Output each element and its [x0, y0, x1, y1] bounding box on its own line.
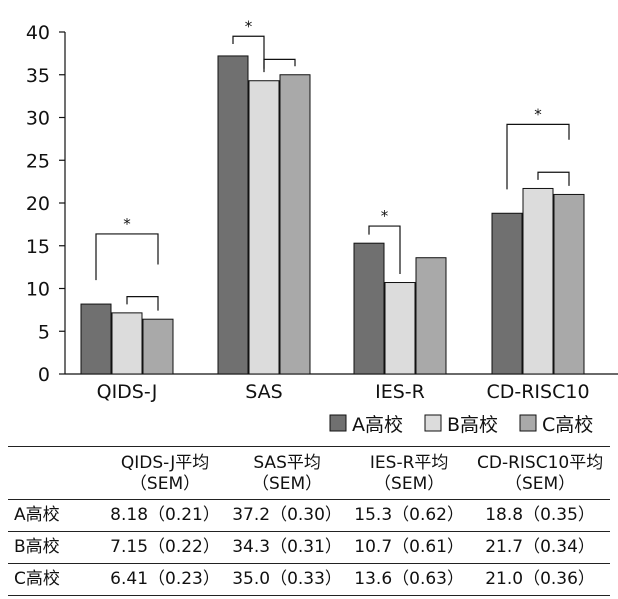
- table-cell: 34.3（0.31）: [226, 531, 349, 564]
- legend-swatch: [519, 414, 537, 432]
- bar: [384, 282, 416, 375]
- bar-chart: 0 5 10 15 20 25 30 35 40 * * * * QIDS-J SAS IES-R CD-R…: [26, 17, 618, 436]
- table-cell: 21.0（0.36）: [470, 563, 610, 596]
- table-header-line2: （SEM）: [374, 474, 445, 494]
- table-row-label: A高校: [8, 499, 104, 532]
- table-header-sas: SAS平均 （SEM）: [226, 446, 349, 500]
- category-labels: QIDS-J SAS IES-R CD-RISC10: [97, 381, 590, 403]
- table-row-label: C高校: [8, 563, 104, 596]
- bar: [142, 318, 174, 375]
- legend-label: B高校: [447, 414, 498, 436]
- legend-label: A高校: [352, 414, 403, 436]
- bar: [353, 242, 385, 375]
- table-header-line2: （SEM）: [504, 474, 576, 494]
- x-category-label: SAS: [245, 381, 282, 403]
- significance-bracket: [506, 123, 570, 190]
- table-header-line2: （SEM）: [251, 474, 323, 494]
- table-cell: 37.2（0.30）: [226, 499, 349, 532]
- table-header-row: QIDS-J平均 （SEM） SAS平均 （SEM） IES-R平均 （SEM） CD…: [8, 446, 610, 500]
- chart-bars: [80, 55, 585, 375]
- summary-table: QIDS-J平均 （SEM） SAS平均 （SEM） IES-R平均 （SEM） CD…: [8, 446, 610, 596]
- table-cell: 21.7（0.34）: [470, 531, 610, 564]
- bar: [217, 55, 249, 375]
- bar: [553, 193, 585, 375]
- table-header-line1: SAS平均: [253, 453, 321, 473]
- table-corner-cell: [8, 446, 104, 500]
- y-tick-label: 10: [26, 279, 50, 301]
- significance-bracket: [126, 296, 159, 311]
- bar: [415, 257, 447, 375]
- bar: [491, 212, 523, 375]
- bar: [111, 312, 143, 375]
- table-cell: 8.18（0.21）: [104, 499, 227, 532]
- table-row-label: B高校: [8, 531, 104, 564]
- table-row: B高校 7.15（0.22） 34.3（0.31） 10.7（0.61） 21.…: [8, 531, 610, 564]
- table-header-line2: （SEM）: [129, 474, 201, 494]
- table-cell: 6.41（0.23）: [104, 563, 227, 596]
- y-tick-label: 5: [38, 321, 50, 343]
- table-row: A高校 8.18（0.21） 37.2（0.30） 15.3（0.62） 18.…: [8, 499, 610, 532]
- table-cell: 35.0（0.33）: [226, 563, 349, 596]
- table-row: C高校 6.41（0.23） 35.0（0.33） 13.6（0.63） 21.…: [8, 563, 610, 596]
- table-header-cdrisc: CD-RISC10平均 （SEM）: [470, 446, 610, 500]
- y-tick-label: 20: [26, 193, 50, 215]
- x-category-label: CD-RISC10: [486, 381, 589, 403]
- table-cell: 13.6（0.63）: [348, 563, 471, 596]
- table-header-line1: QIDS-J平均: [120, 453, 210, 473]
- table-header-line1: IES-R平均: [369, 453, 449, 473]
- y-tick-label: 0: [38, 364, 50, 386]
- x-category-label: IES-R: [375, 381, 425, 403]
- table-cell: 10.7（0.61）: [348, 531, 471, 564]
- significance-star: *: [123, 215, 131, 233]
- significance-bracket: [368, 225, 401, 274]
- table-header-qids: QIDS-J平均 （SEM）: [104, 446, 227, 500]
- chart-legend: A高校 B高校 C高校: [329, 414, 593, 436]
- table-cell: 7.15（0.22）: [104, 531, 227, 564]
- significance-star: *: [245, 17, 253, 35]
- legend-swatch: [329, 414, 347, 432]
- bar: [522, 187, 554, 375]
- y-tick-label: 15: [26, 236, 50, 258]
- y-tick-label: 25: [26, 150, 50, 172]
- significance-brackets: * * * *: [95, 17, 570, 311]
- table-header-iesr: IES-R平均 （SEM）: [348, 446, 471, 500]
- x-category-label: QIDS-J: [97, 381, 158, 403]
- significance-bracket: [263, 58, 296, 73]
- table-cell: 18.8（0.35）: [470, 499, 610, 532]
- significance-bracket: [95, 233, 159, 281]
- y-tick-label: 30: [26, 108, 50, 130]
- significance-star: *: [534, 105, 542, 123]
- significance-bracket: [537, 171, 570, 186]
- significance-bracket: [232, 35, 265, 69]
- significance-star: *: [381, 207, 389, 225]
- bar: [248, 80, 280, 375]
- y-tick-label: 35: [26, 65, 50, 87]
- table-cell: 15.3（0.62）: [348, 499, 471, 532]
- legend-label: C高校: [542, 414, 593, 436]
- bar: [279, 74, 311, 375]
- y-tick-label: 40: [26, 22, 50, 44]
- bar: [80, 303, 112, 375]
- table-header-line1: CD-RISC10平均: [476, 453, 604, 473]
- legend-swatch: [424, 414, 442, 432]
